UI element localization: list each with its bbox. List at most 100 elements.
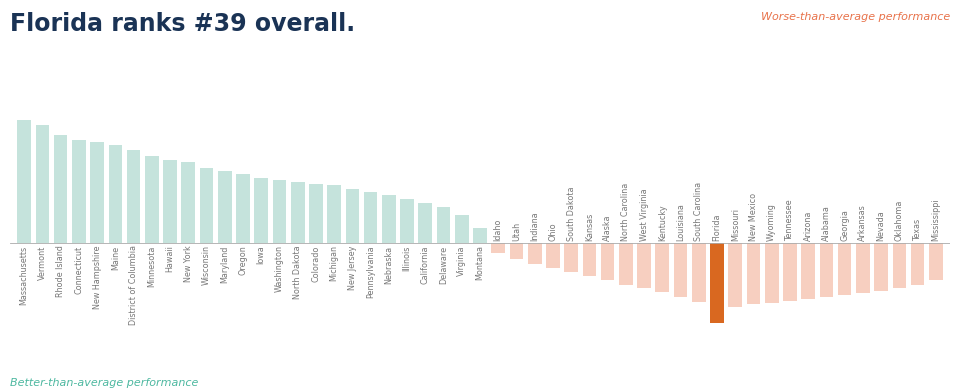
Text: Virginia: Virginia xyxy=(457,245,467,276)
Text: Michigan: Michigan xyxy=(329,245,339,281)
Text: Florida: Florida xyxy=(712,213,722,241)
Bar xyxy=(583,243,596,276)
Bar xyxy=(127,150,140,243)
Bar xyxy=(17,120,31,243)
Bar xyxy=(291,181,304,243)
Bar xyxy=(893,243,906,289)
Bar xyxy=(601,243,614,280)
Bar xyxy=(656,243,669,292)
Text: Georgia: Georgia xyxy=(840,209,850,241)
Bar xyxy=(473,228,487,243)
Text: Arizona: Arizona xyxy=(804,210,813,241)
Bar xyxy=(802,243,815,299)
Bar xyxy=(820,243,833,297)
Bar xyxy=(564,243,578,272)
Text: Massachusetts: Massachusetts xyxy=(20,245,29,305)
Bar xyxy=(36,125,49,243)
Text: Wisconsin: Wisconsin xyxy=(202,245,211,285)
Text: Arkansas: Arkansas xyxy=(858,204,868,241)
Text: Iowa: Iowa xyxy=(256,245,266,264)
Bar xyxy=(710,243,724,323)
Text: Maryland: Maryland xyxy=(220,245,229,283)
Text: South Carolina: South Carolina xyxy=(694,181,704,241)
Text: Nebraska: Nebraska xyxy=(384,245,394,284)
Text: Utah: Utah xyxy=(512,221,521,241)
Bar xyxy=(510,243,523,259)
Text: Oklahoma: Oklahoma xyxy=(895,199,904,241)
Bar xyxy=(856,243,870,293)
Bar xyxy=(273,180,286,243)
Text: Pennsylvania: Pennsylvania xyxy=(366,245,375,298)
Bar xyxy=(400,199,414,243)
Bar xyxy=(492,243,505,253)
Text: Mississippi: Mississippi xyxy=(931,198,940,241)
Text: Washington: Washington xyxy=(275,245,284,292)
Text: New Mexico: New Mexico xyxy=(749,192,758,241)
Text: Connecticut: Connecticut xyxy=(74,245,84,294)
Text: Colorado: Colorado xyxy=(311,245,321,282)
Text: California: California xyxy=(420,245,430,284)
Text: Nevada: Nevada xyxy=(876,210,886,241)
Text: Missouri: Missouri xyxy=(731,208,740,241)
Bar xyxy=(619,243,633,285)
Text: Texas: Texas xyxy=(913,218,923,241)
Text: Better-than-average performance: Better-than-average performance xyxy=(10,378,198,388)
Bar xyxy=(72,140,85,243)
Text: Minnesota: Minnesota xyxy=(147,245,156,287)
Text: Hawaii: Hawaii xyxy=(165,245,175,272)
Text: Delaware: Delaware xyxy=(439,245,448,284)
Bar xyxy=(309,184,323,243)
Bar xyxy=(929,243,943,280)
Bar xyxy=(692,243,706,302)
Bar xyxy=(637,243,651,289)
Text: South Dakota: South Dakota xyxy=(566,186,576,241)
Bar xyxy=(419,203,432,243)
Text: New York: New York xyxy=(183,245,193,282)
Bar xyxy=(765,243,779,303)
Text: Louisiana: Louisiana xyxy=(676,203,685,241)
Bar xyxy=(200,168,213,243)
Text: Montana: Montana xyxy=(475,245,485,281)
Text: Maine: Maine xyxy=(110,245,120,270)
Bar xyxy=(145,156,158,243)
Bar xyxy=(254,178,268,243)
Bar xyxy=(54,135,67,243)
Text: Idaho: Idaho xyxy=(493,218,503,241)
Text: Kentucky: Kentucky xyxy=(658,204,667,241)
Bar xyxy=(875,243,888,291)
Text: Ohio: Ohio xyxy=(548,222,558,241)
Bar xyxy=(108,145,122,243)
Text: Wyoming: Wyoming xyxy=(767,203,777,241)
Bar xyxy=(236,174,250,243)
Text: Tennessee: Tennessee xyxy=(785,199,795,241)
Bar xyxy=(747,243,760,305)
Bar xyxy=(546,243,560,268)
Bar xyxy=(674,243,687,297)
Text: Alaska: Alaska xyxy=(603,214,612,241)
Bar xyxy=(838,243,852,294)
Text: Illinois: Illinois xyxy=(402,245,412,271)
Text: Kansas: Kansas xyxy=(585,212,594,241)
Bar xyxy=(218,171,231,243)
Bar xyxy=(455,215,468,243)
Text: North Carolina: North Carolina xyxy=(621,182,631,241)
Text: Rhode Island: Rhode Island xyxy=(56,245,65,298)
Text: New Hampshire: New Hampshire xyxy=(92,245,102,309)
Bar xyxy=(729,243,742,307)
Text: New Jersey: New Jersey xyxy=(348,245,357,290)
Bar xyxy=(364,192,377,243)
Text: Oregon: Oregon xyxy=(238,245,248,275)
Bar xyxy=(181,162,195,243)
Text: Worse-than-average performance: Worse-than-average performance xyxy=(761,12,950,22)
Bar xyxy=(163,160,177,243)
Text: West Virginia: West Virginia xyxy=(639,188,649,241)
Bar xyxy=(783,243,797,301)
Bar xyxy=(346,189,359,243)
Text: Alabama: Alabama xyxy=(822,205,831,241)
Bar xyxy=(90,142,104,243)
Bar xyxy=(437,207,450,243)
Text: District of Columbia: District of Columbia xyxy=(129,245,138,325)
Bar xyxy=(528,243,541,264)
Bar xyxy=(911,243,924,285)
Text: Indiana: Indiana xyxy=(530,211,540,241)
